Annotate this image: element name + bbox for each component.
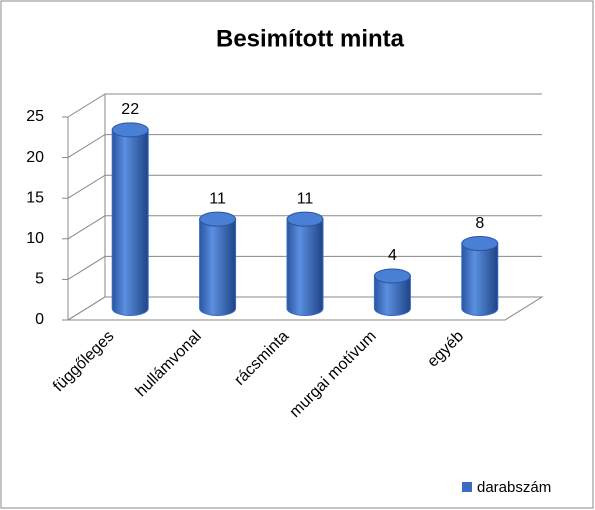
data-label: 11 [209, 190, 226, 207]
grid-line [67, 174, 542, 199]
bar-body [461, 243, 499, 316]
bar-body [199, 218, 237, 316]
bar-top [199, 211, 237, 227]
grid-line [67, 93, 542, 118]
y-tick-label: 15 [26, 189, 44, 206]
bar-top [461, 236, 499, 252]
grid-line [67, 215, 542, 240]
data-label: 8 [475, 215, 484, 232]
bar-body [373, 275, 411, 316]
data-label: 11 [297, 190, 314, 207]
data-label: 4 [388, 247, 397, 264]
chart-title: Besimított minta [216, 25, 405, 52]
y-tick-label: 10 [26, 230, 44, 247]
y-tick-label: 25 [26, 108, 44, 125]
legend-swatch [462, 482, 472, 492]
bar-top [111, 122, 149, 138]
y-tick-label: 20 [26, 149, 44, 166]
grid-line [67, 134, 542, 159]
bar-body [111, 129, 149, 316]
bar-top [286, 211, 324, 227]
legend-label: darabszám [477, 479, 551, 496]
bar-body [286, 218, 324, 316]
y-tick-label: 0 [35, 311, 44, 328]
data-label: 22 [121, 101, 139, 118]
y-tick-label: 5 [35, 271, 44, 288]
grid-line [67, 255, 542, 280]
bar-top [373, 268, 411, 284]
